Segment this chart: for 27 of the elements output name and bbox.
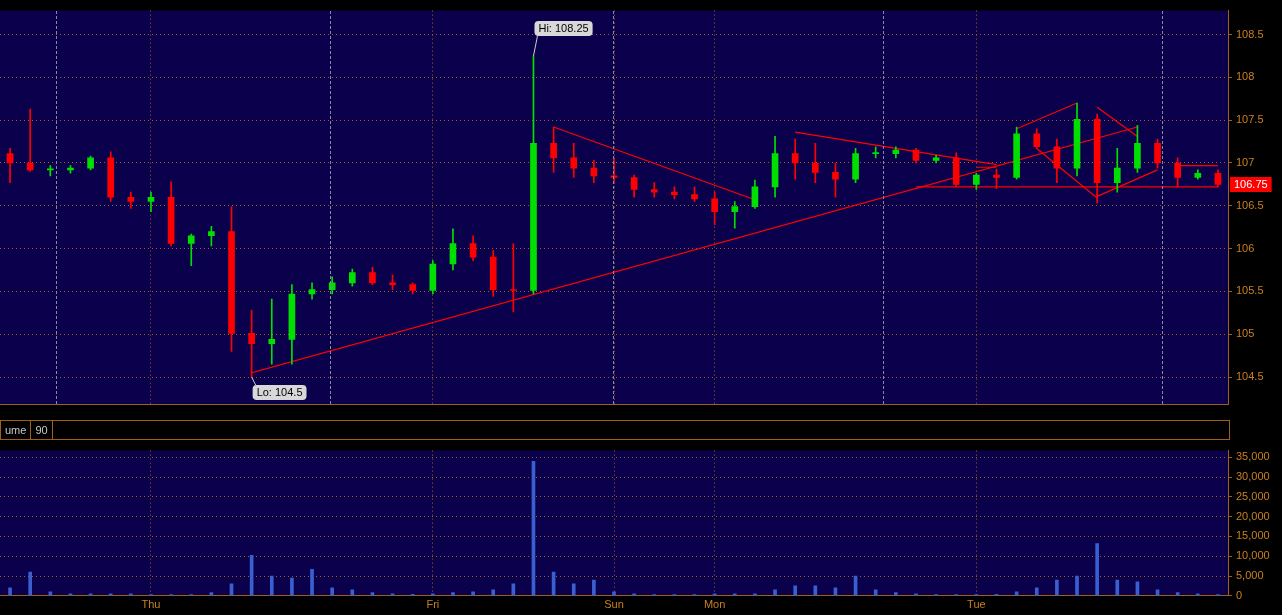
y-tick-label: 20,000 <box>1236 509 1270 522</box>
x-tick-label: Tue <box>967 598 986 611</box>
x-tick-label: Sun <box>604 598 624 611</box>
y-tick-label: 105 <box>1236 327 1255 340</box>
text: 90 <box>31 421 53 439</box>
y-tick-label: 107.5 <box>1236 113 1264 126</box>
x-tick-label: Mon <box>703 598 726 611</box>
annotation: Lo: 104.5 <box>256 386 303 399</box>
x-tick-label: Fri <box>426 598 440 611</box>
y-tick-label: 35,000 <box>1236 450 1270 463</box>
text: 106.75 <box>1234 177 1268 190</box>
y-tick-label: 0 <box>1236 588 1243 601</box>
y-tick-label: 105.5 <box>1236 284 1264 297</box>
y-tick-label: 104.5 <box>1236 370 1264 383</box>
y-tick-label: 25,000 <box>1236 489 1270 502</box>
y-tick-label: 10,000 <box>1236 549 1270 562</box>
y-tick-label: 106 <box>1236 241 1255 254</box>
y-tick-label: 108.5 <box>1236 27 1264 40</box>
y-tick-label: 107 <box>1236 156 1255 169</box>
text: ume <box>1 421 32 439</box>
y-tick-label: 15,000 <box>1236 529 1270 542</box>
annotation: Hi: 108.25 <box>538 22 589 34</box>
y-tick-label: 30,000 <box>1236 470 1270 483</box>
y-tick-label: 5,000 <box>1236 569 1264 582</box>
x-tick-label: Thu <box>141 598 161 611</box>
y-tick-label: 106.5 <box>1236 198 1264 211</box>
y-tick-label: 108 <box>1236 70 1255 83</box>
